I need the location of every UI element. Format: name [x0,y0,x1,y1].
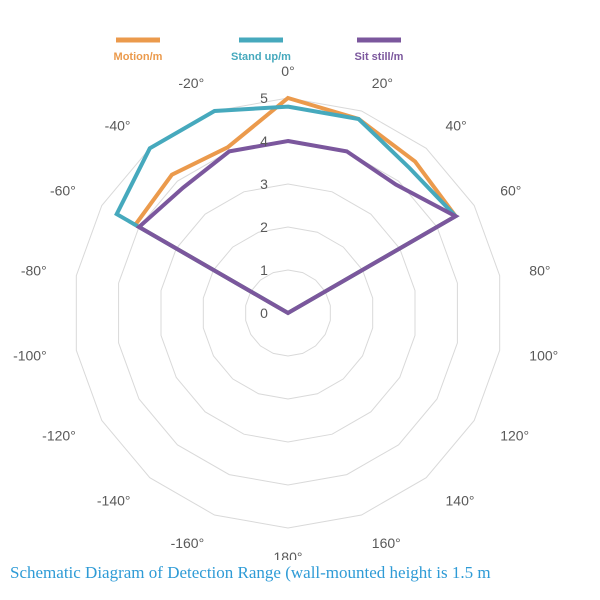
grid-ring-5 [75,97,501,529]
radial-tick-label: 5 [260,90,268,106]
angle-label: 40° [446,117,467,133]
series-line-stand-up-m [114,104,459,316]
angle-label: -120° [42,428,76,444]
legend-label-motion-m: Motion/m [114,51,163,63]
angle-label: 0° [281,63,294,79]
angle-label: -80° [21,263,47,279]
label-layer: 0 1 2 3 4 5 0° 20° 40° 60° 80° 100° 120° 140° 160° 180°… [13,63,558,560]
angle-label: 120° [500,428,529,444]
angle-label: 180° [274,549,303,560]
angle-label: 60° [500,183,521,199]
angle-label: -100° [13,348,47,364]
series-layer [114,95,460,316]
angle-label: 140° [446,493,475,509]
angle-label: 100° [529,348,558,364]
radial-tick-label: 1 [260,262,268,278]
legend: Motion/m Stand up/m Sit still/m [114,37,404,63]
angle-label: -20° [178,75,204,91]
radial-tick-label: 2 [260,219,268,235]
radial-tick-label: 4 [260,133,268,149]
legend-label-stand-up-m: Stand up/m [231,51,291,63]
series-line-sit-still-m [135,138,460,316]
radial-tick-label: 0 [260,305,268,321]
radar-chart-svg: Motion/m Stand up/m Sit still/m 0 1 2 3 4 5 0° 20… [13,37,558,560]
angle-label: -60° [50,183,76,199]
angle-label: 80° [529,263,550,279]
radial-tick-label: 3 [260,176,268,192]
angle-label: 20° [372,75,393,91]
angle-label: -40° [105,117,131,133]
chart-caption: Schematic Diagram of Detection Range (wa… [10,563,491,582]
angle-label: 160° [372,535,401,551]
angle-label: -140° [97,493,131,509]
angle-label: -160° [171,535,205,551]
legend-label-sit-still-m: Sit still/m [355,51,404,63]
